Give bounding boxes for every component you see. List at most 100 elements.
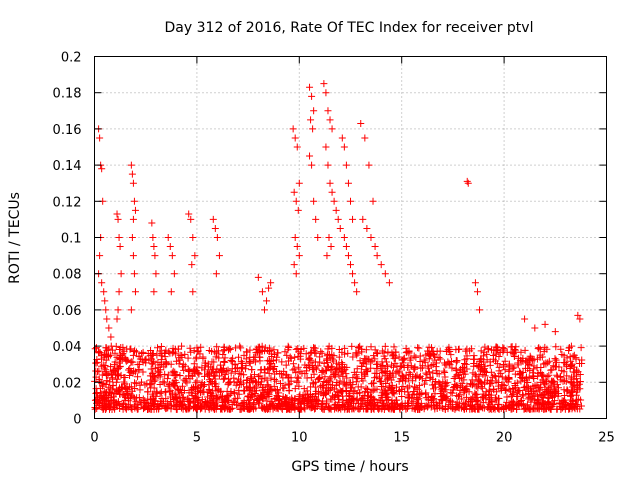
data-point-marker	[415, 344, 423, 352]
data-point-marker	[383, 376, 391, 384]
y-tick-label: 0.16	[53, 123, 82, 138]
data-point-marker	[365, 161, 373, 169]
data-point-marker	[224, 393, 232, 401]
data-point-marker	[216, 393, 224, 401]
data-point-marker	[463, 405, 471, 413]
data-point-marker	[393, 362, 401, 370]
data-point-marker	[441, 361, 449, 369]
data-point-marker	[362, 384, 370, 392]
data-point-marker	[220, 357, 228, 365]
data-point-marker	[210, 401, 218, 409]
data-point-marker	[415, 373, 423, 381]
data-point-marker	[185, 405, 193, 413]
data-point-marker	[490, 386, 498, 394]
data-point-marker	[308, 161, 316, 169]
data-point-marker	[185, 210, 193, 218]
data-point-marker	[344, 252, 352, 260]
data-point-marker	[552, 387, 560, 395]
y-tick-label: 0.1	[61, 232, 82, 247]
data-point-marker	[511, 370, 519, 378]
data-point-marker	[429, 385, 437, 393]
data-point-marker	[349, 270, 357, 278]
data-point-marker	[308, 393, 316, 401]
data-point-marker	[179, 360, 187, 368]
data-point-marker	[252, 349, 260, 357]
data-point-marker	[132, 380, 140, 388]
data-point-marker	[535, 386, 543, 394]
data-point-marker	[463, 352, 471, 360]
data-point-marker	[363, 224, 371, 232]
data-point-marker	[233, 379, 241, 387]
data-point-marker	[380, 405, 388, 413]
data-point-marker	[335, 380, 343, 388]
data-point-marker	[395, 387, 403, 395]
data-point-marker	[325, 403, 333, 411]
data-point-marker	[425, 351, 433, 359]
data-point-marker	[318, 368, 326, 376]
data-point-marker	[109, 366, 117, 374]
data-point-marker	[128, 387, 136, 395]
data-point-marker	[455, 345, 463, 353]
data-point-marker	[318, 404, 326, 412]
data-point-marker	[400, 355, 408, 363]
data-point-marker	[404, 401, 412, 409]
data-point-marker	[267, 402, 275, 410]
data-point-marker	[242, 348, 250, 356]
data-point-marker	[545, 371, 553, 379]
data-point-marker	[291, 385, 299, 393]
data-point-marker	[345, 402, 353, 410]
data-point-marker	[349, 381, 357, 389]
data-point-marker	[416, 358, 424, 366]
data-point-marker	[256, 347, 264, 355]
data-point-marker	[183, 379, 191, 387]
data-point-marker	[316, 353, 324, 361]
data-point-marker	[306, 152, 314, 160]
data-point-marker	[358, 374, 366, 382]
data-point-marker	[447, 351, 455, 359]
data-point-marker	[254, 273, 262, 281]
data-point-marker	[251, 358, 259, 366]
data-point-marker	[510, 363, 518, 371]
data-point-marker	[560, 368, 568, 376]
data-point-marker	[113, 400, 121, 408]
data-point-marker	[212, 380, 220, 388]
data-point-marker	[480, 404, 488, 412]
data-point-marker	[248, 366, 256, 374]
data-point-marker	[454, 371, 462, 379]
data-point-marker	[311, 383, 319, 391]
data-point-marker	[369, 197, 377, 205]
data-point-marker	[331, 400, 339, 408]
data-point-marker	[276, 401, 284, 409]
data-point-marker	[148, 219, 156, 227]
data-point-marker	[235, 369, 243, 377]
data-point-marker	[405, 391, 413, 399]
data-point-marker	[240, 371, 248, 379]
data-point-marker	[306, 83, 314, 91]
data-point-marker	[567, 401, 575, 409]
data-point-marker	[559, 397, 567, 405]
data-point-marker	[398, 393, 406, 401]
data-point-marker	[105, 324, 113, 332]
data-point-marker	[503, 398, 511, 406]
data-point-marker	[193, 405, 201, 413]
data-point-marker	[332, 404, 340, 412]
data-point-marker	[548, 366, 556, 374]
data-point-marker	[187, 389, 195, 397]
data-point-marker	[367, 388, 375, 396]
data-point-marker	[536, 369, 544, 377]
x-tick-label: 15	[393, 431, 410, 446]
data-point-marker	[122, 356, 130, 364]
data-point-marker	[552, 363, 560, 371]
data-point-marker	[213, 234, 221, 241]
data-point-marker	[492, 347, 500, 355]
data-point-marker	[513, 379, 521, 387]
data-point-marker	[187, 348, 195, 356]
data-point-marker	[293, 143, 301, 151]
data-point-marker	[162, 402, 170, 410]
data-point-marker	[198, 381, 206, 389]
data-point-marker	[450, 374, 458, 382]
data-point-marker	[276, 369, 284, 377]
data-point-marker	[295, 252, 303, 260]
data-point-marker	[535, 404, 543, 412]
data-point-marker	[295, 382, 303, 390]
